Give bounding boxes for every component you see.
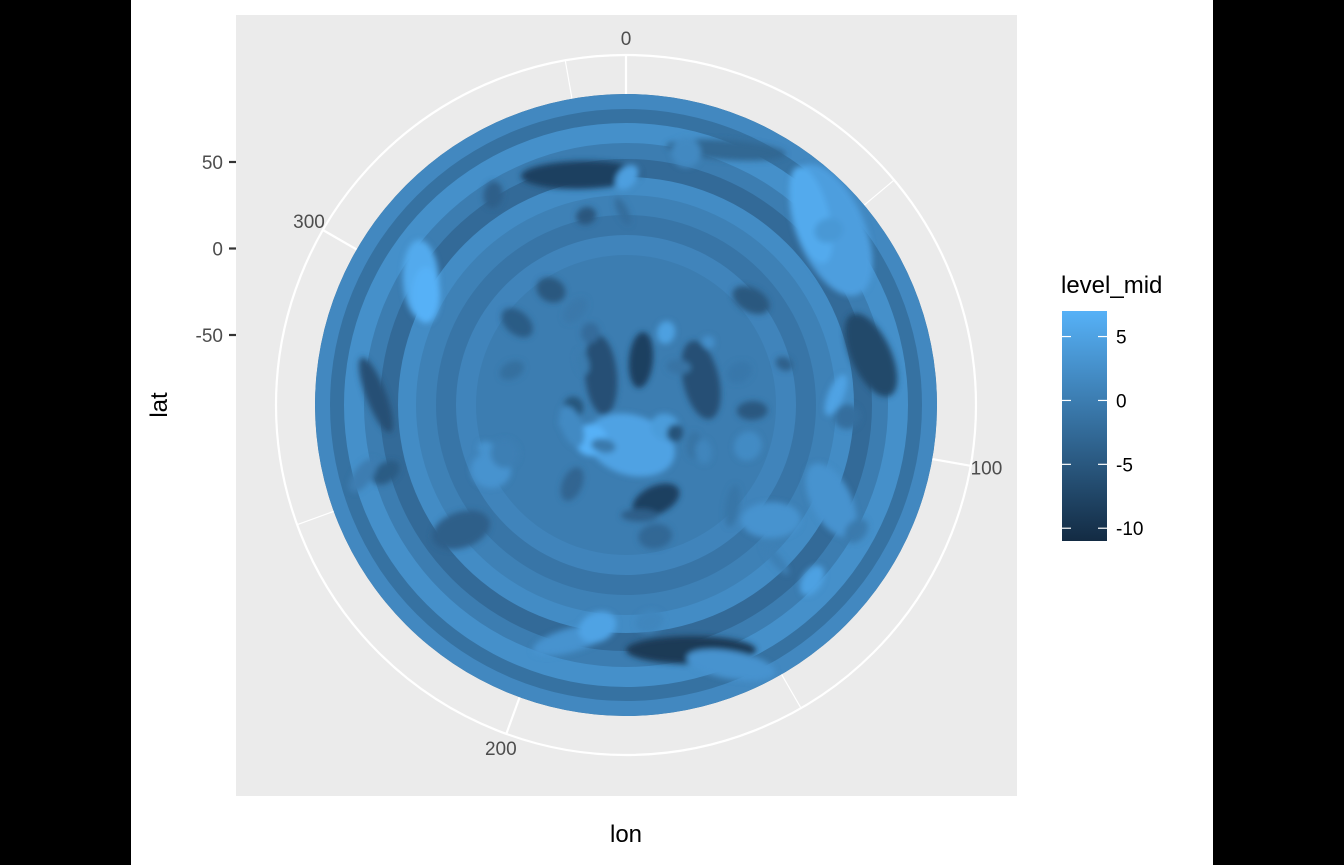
contour-blob: [591, 438, 616, 453]
contour-ring: [476, 255, 776, 555]
contour-blob: [671, 137, 702, 168]
contour-blob: [844, 518, 868, 544]
contour-blob: [358, 357, 394, 433]
contour-blob: [666, 359, 692, 375]
contour-blob: [635, 610, 664, 633]
contour-blob: [412, 267, 440, 323]
contour-blob: [483, 181, 503, 209]
contour-blob: [666, 424, 684, 442]
contour-blob: [628, 332, 654, 388]
contour-blob: [734, 431, 762, 461]
contour-blob: [576, 350, 590, 375]
contour-blob: [732, 285, 770, 315]
y-axis-title: lat: [146, 392, 173, 418]
contour-rings: [315, 94, 937, 716]
contour-blob: [805, 463, 857, 537]
contour-blob: [559, 405, 585, 447]
contour-blob: [726, 361, 752, 383]
lon-tick-label: 100: [971, 459, 1003, 480]
contour-blob: [372, 460, 400, 485]
x-axis-title: lon: [610, 821, 642, 848]
contour-blob: [432, 510, 490, 550]
contour-blob: [775, 356, 793, 371]
contour-blob: [521, 160, 641, 190]
legend-title: level_mid: [1061, 272, 1162, 299]
contour-blob: [686, 649, 776, 681]
lon-tick-labels: 0 100 200 300: [293, 29, 1002, 760]
lon-tick-label: 0: [621, 29, 632, 50]
contour-blob: [632, 483, 680, 517]
contour-blob: [584, 335, 618, 415]
legend-tick-label: -5: [1116, 455, 1133, 476]
contour-blob: [656, 321, 676, 344]
plot-canvas: 0 100 200 300 50 0 -50 lon lat level_mid 5 0 -5…: [131, 0, 1213, 865]
contour-blob: [741, 501, 801, 539]
lat-axis: 50 0 -50: [196, 153, 236, 347]
contour-blob: [348, 458, 378, 493]
legend: level_mid 5 0 -5 -10: [1061, 272, 1162, 541]
lat-tick-label: 50: [202, 153, 223, 174]
contour-blob: [736, 401, 768, 420]
legend-ticks: 5 0 -5 -10: [1062, 328, 1143, 540]
contour-blob: [576, 206, 597, 225]
contour-disc: [315, 94, 937, 716]
contour-blob: [724, 484, 740, 527]
contour-blob: [814, 218, 844, 243]
contour-blob: [536, 277, 566, 303]
contour-blob: [501, 308, 533, 338]
legend-tick-label: -10: [1116, 519, 1143, 540]
lat-tick-label: 0: [212, 240, 223, 261]
contour-blob: [701, 335, 715, 349]
lon-tick-label: 200: [485, 739, 517, 760]
legend-tick-label: 5: [1116, 328, 1127, 349]
contour-blob: [695, 439, 712, 464]
contour-blob: [578, 611, 617, 643]
contour-blob: [681, 340, 721, 420]
contour-blob: [621, 508, 659, 522]
contour-blobs: [348, 137, 898, 681]
legend-tick-label: 0: [1116, 391, 1127, 412]
contour-blob: [799, 565, 825, 596]
contour-blob: [834, 404, 861, 430]
lat-tick-label: -50: [196, 326, 223, 347]
lon-tick-label: 300: [293, 212, 325, 233]
contour-blob: [824, 374, 848, 416]
legend-colorbar: [1062, 311, 1107, 541]
contour-blob: [615, 164, 639, 190]
contour-blob: [563, 297, 588, 323]
contour-blob: [490, 438, 519, 469]
contour-blob: [638, 523, 673, 549]
contour-blob: [581, 322, 600, 344]
contour-blob: [844, 313, 898, 397]
contour-blob: [614, 197, 631, 225]
contour-blob: [560, 467, 584, 501]
contour-blob: [762, 543, 789, 575]
contour-blob: [499, 360, 524, 380]
